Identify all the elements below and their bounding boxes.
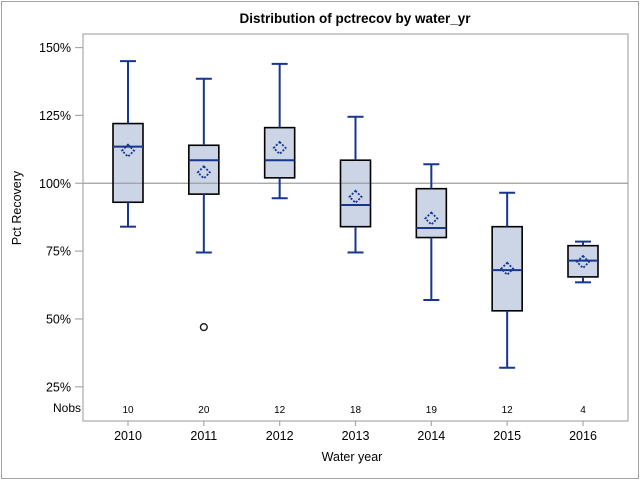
- nobs-value-2012: 12: [274, 405, 286, 416]
- x-axis-title: Water year: [322, 450, 383, 464]
- y-tick-label-75: 75%: [46, 245, 71, 259]
- nobs-value-2014: 19: [426, 405, 438, 416]
- chart-title: Distribution of pctrecov by water_yr: [239, 11, 471, 26]
- x-tick-label-2011: 2011: [190, 429, 217, 443]
- x-tick-label-2016: 2016: [569, 429, 597, 443]
- box-fill-2015: [492, 226, 523, 311]
- nobs-value-2013: 18: [350, 405, 362, 416]
- x-tick-label-2013: 2013: [342, 429, 370, 443]
- nobs-value-2016: 4: [580, 405, 586, 416]
- plot-area: 150% 125% 100% 75% 50% 25% 10 2010 20 2011 12 2012 1…: [39, 33, 629, 443]
- y-tick-label-150: 150%: [39, 41, 71, 55]
- outlier-2011-0: [199, 322, 208, 332]
- nobs-value-2010: 10: [122, 405, 134, 416]
- x-tick-label-2015: 2015: [493, 429, 521, 443]
- nobs-row-label: Nobs: [53, 401, 81, 415]
- x-tick-label-2014: 2014: [417, 429, 445, 443]
- y-tick-label-125: 125%: [39, 109, 71, 123]
- box-fill-2010: [113, 123, 143, 203]
- x-tick-label-2012: 2012: [266, 429, 294, 443]
- y-tick-label-50: 50%: [46, 312, 71, 326]
- box-fill-2011: [188, 145, 219, 195]
- nobs-value-2015: 12: [502, 405, 514, 416]
- y-tick-label-100: 100%: [39, 177, 71, 191]
- y-axis-title: Pct Recovery: [10, 170, 24, 245]
- x-tick-label-2010: 2010: [114, 429, 142, 443]
- box-fill-2013: [340, 160, 371, 227]
- nobs-value-2011: 20: [198, 405, 210, 416]
- y-tick-label-25: 25%: [46, 380, 71, 394]
